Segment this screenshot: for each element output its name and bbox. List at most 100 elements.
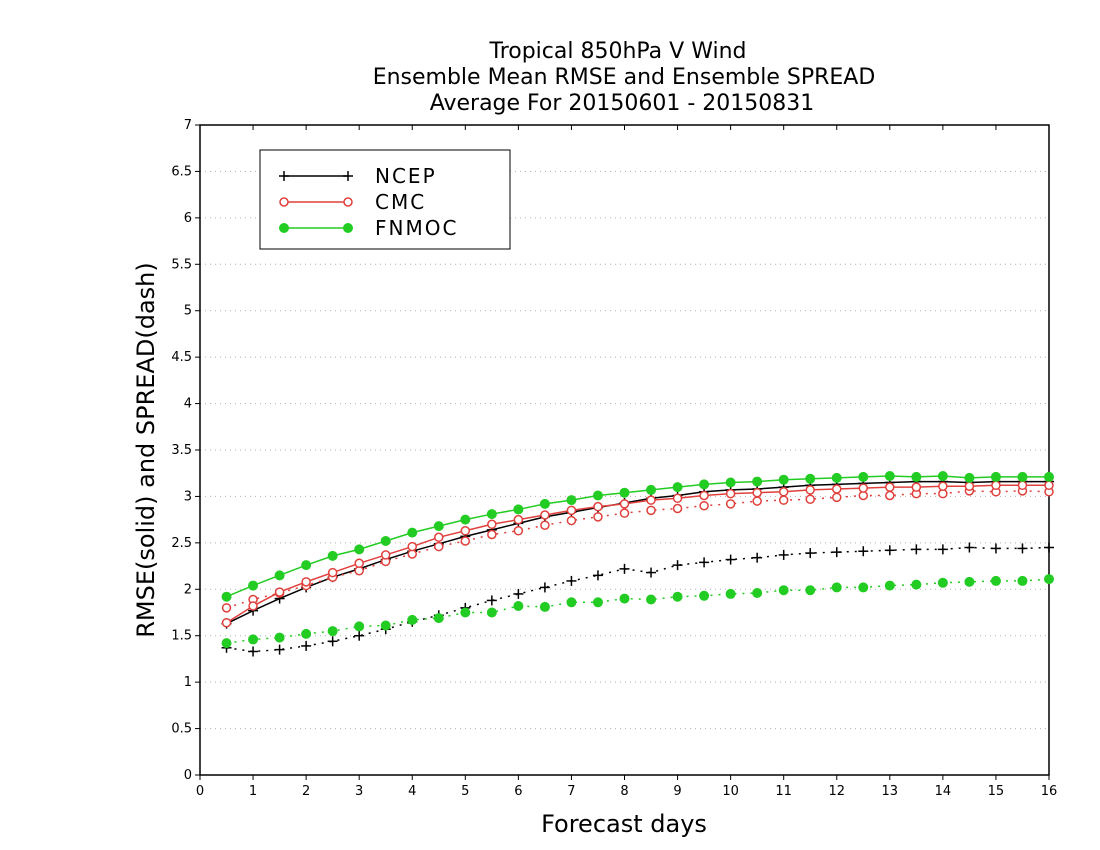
fnmoc-rmse-point	[672, 482, 683, 493]
y-tick-label: 6	[184, 211, 192, 226]
y-axis-title: RMSE(solid) and SPREAD(dash)	[132, 262, 160, 638]
fnmoc-spread-point	[327, 626, 338, 637]
x-tick-label: 14	[935, 784, 952, 799]
cmc-rmse-point	[964, 481, 975, 491]
cmc-rmse-point	[672, 493, 683, 504]
fnmoc-rmse-point	[778, 474, 789, 485]
cmc-rmse-point	[380, 550, 391, 560]
cmc-spread-point	[221, 603, 232, 613]
x-tick-label: 7	[567, 784, 575, 799]
cmc-spread-point	[540, 520, 550, 530]
legend-marker-ncep	[279, 171, 289, 181]
cmc-rmse-point	[805, 485, 815, 495]
x-tick-label: 11	[775, 784, 792, 799]
ncep-spread-point	[1017, 543, 1028, 554]
cmc-spread-point	[593, 512, 603, 522]
y-tick-label: 3	[184, 489, 192, 504]
ncep-spread-point	[778, 549, 789, 560]
ncep-spread-point	[646, 567, 657, 578]
series-cmc	[221, 480, 1054, 628]
cmc-spread-point	[778, 495, 789, 505]
cmc-rmse-point	[593, 501, 603, 512]
fnmoc-rmse-point	[486, 509, 497, 520]
cmc-rmse-point	[301, 577, 311, 587]
cmc-rmse-point	[646, 495, 656, 505]
title-line-3: Average For 20150601 - 20150831	[430, 91, 815, 116]
x-tick-label: 15	[988, 784, 1005, 799]
cmc-rmse-point	[725, 488, 736, 499]
fnmoc-rmse-point	[539, 498, 550, 509]
ncep-spread-point	[539, 582, 550, 593]
ncep-spread-point	[805, 548, 816, 559]
cmc-spread-point	[699, 500, 709, 511]
ncep-spread-point	[672, 560, 683, 571]
cmc-spread-point	[487, 529, 497, 540]
cmc-spread-point	[513, 526, 524, 536]
ncep-spread-point	[752, 552, 763, 563]
cmc-rmse-point	[327, 567, 338, 578]
ncep-spread-point	[1044, 542, 1054, 553]
fnmoc-spread-point	[380, 620, 391, 631]
y-tick-label: 2	[184, 582, 192, 597]
fnmoc-rmse-point	[248, 580, 259, 591]
fnmoc-spread-point	[831, 582, 842, 593]
fnmoc-spread-point	[513, 601, 524, 611]
fnmoc-spread-point	[911, 579, 922, 590]
fnmoc-spread-point	[354, 621, 365, 632]
fnmoc-spread-point	[433, 613, 444, 624]
x-tick-label: 9	[673, 784, 681, 799]
cmc-rmse-point	[619, 499, 630, 509]
legend-marker-cmc	[343, 197, 353, 207]
fnmoc-rmse-point	[513, 504, 524, 515]
fnmoc-spread-line	[226, 578, 1050, 644]
y-tick-label: 1	[184, 675, 192, 690]
y-tick-label: 3.5	[171, 443, 192, 458]
fnmoc-rmse-point	[301, 560, 312, 571]
ncep-spread-point	[937, 544, 948, 555]
ncep-spread-point	[274, 644, 285, 655]
title-line-1: Tropical 850hPa V Wind	[488, 39, 746, 64]
y-tick-label: 5	[184, 304, 192, 319]
fnmoc-rmse-point	[407, 527, 418, 538]
y-tick-label: 0	[184, 768, 192, 783]
x-tick-label: 0	[196, 784, 204, 799]
cmc-rmse-point	[858, 483, 869, 493]
cmc-rmse-point	[885, 482, 895, 492]
ncep-spread-point	[248, 646, 259, 657]
fnmoc-spread-point	[592, 597, 603, 608]
ncep-spread-point	[990, 543, 1001, 554]
cmc-spread-point	[752, 496, 762, 506]
cmc-rmse-point	[752, 487, 762, 498]
fnmoc-spread-point	[460, 607, 471, 618]
cmc-spread-point	[646, 505, 656, 516]
x-tick-label: 5	[461, 784, 469, 799]
fnmoc-spread-point	[646, 594, 657, 605]
ncep-spread-point	[884, 545, 895, 556]
fnmoc-spread-point	[539, 601, 550, 612]
ncep-spread-point	[964, 542, 975, 553]
fnmoc-rmse-point	[884, 471, 895, 481]
x-tick-label: 2	[302, 784, 310, 799]
fnmoc-rmse-point	[725, 477, 736, 488]
fnmoc-spread-point	[672, 591, 683, 602]
cmc-rmse-point	[778, 487, 789, 497]
fnmoc-rmse-line	[226, 475, 1049, 598]
fnmoc-rmse-point	[831, 472, 842, 483]
y-tick-label: 4.5	[171, 350, 192, 365]
cmc-rmse-line	[226, 484, 1049, 624]
ncep-spread-point	[858, 546, 869, 557]
ncep-spread-point	[831, 547, 842, 558]
fnmoc-rmse-point	[327, 550, 338, 561]
cmc-spread-point	[672, 503, 683, 514]
cmc-rmse-point	[460, 526, 471, 536]
fnmoc-rmse-point	[380, 536, 391, 546]
y-tick-label: 5.5	[171, 257, 192, 272]
y-tick-label: 7	[184, 118, 192, 133]
cmc-rmse-point	[540, 510, 550, 520]
legend-marker-fnmoc	[279, 223, 289, 233]
fnmoc-spread-point	[1017, 575, 1028, 586]
fnmoc-rmse-point	[858, 471, 869, 482]
ncep-spread-point	[619, 563, 630, 574]
ncep-spread-point	[911, 544, 922, 555]
